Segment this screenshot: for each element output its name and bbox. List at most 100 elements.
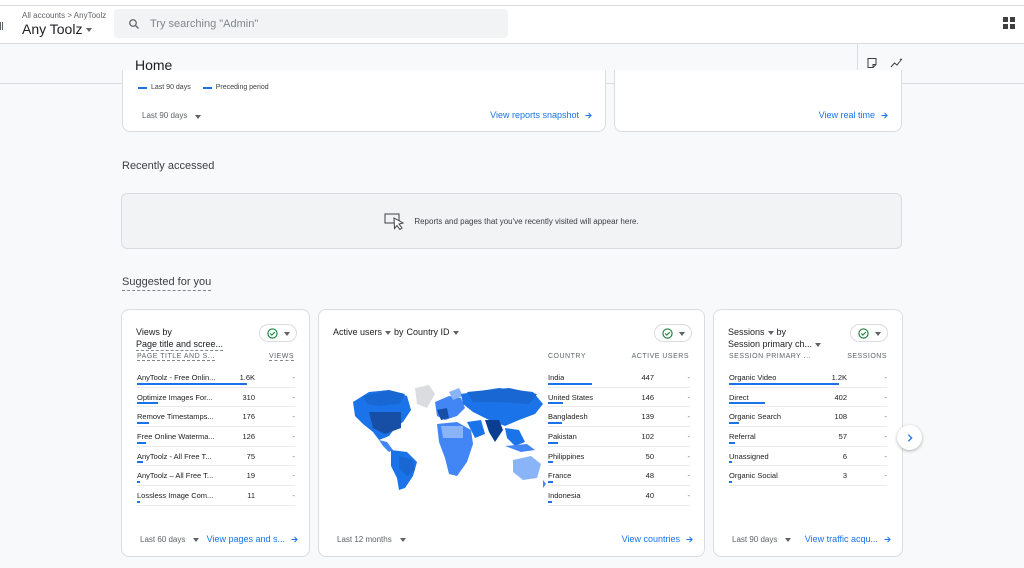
- value-bar: [137, 500, 140, 503]
- view-traffic-acquisition-link[interactable]: View traffic acqu...: [805, 534, 892, 544]
- card-footer: Last 60 days View pages and s...: [140, 534, 299, 544]
- map-region-north-africa[interactable]: [441, 426, 463, 438]
- insight-status-pill[interactable]: [654, 324, 692, 342]
- view-pages-link[interactable]: View pages and s...: [207, 534, 299, 544]
- column-header-dimension[interactable]: SESSION PRIMARY ...: [729, 353, 811, 360]
- row-label: Unassigned: [729, 451, 769, 461]
- map-region-western-europe[interactable]: [437, 408, 449, 420]
- column-header-metric[interactable]: SESSIONS: [847, 353, 887, 360]
- column-header-metric[interactable]: ACTIVE USERS: [631, 353, 689, 360]
- map-region-scandinavia[interactable]: [449, 388, 463, 400]
- column-header-dimension[interactable]: PAGE TITLE AND S...: [137, 353, 216, 361]
- notes-icon[interactable]: [866, 57, 878, 69]
- table-row[interactable]: Unassigned 6 -: [729, 447, 887, 467]
- value-bar: [137, 461, 143, 464]
- map-region-united-states[interactable]: [369, 412, 401, 434]
- row-value: 57: [838, 432, 847, 442]
- column-header-dimension[interactable]: COUNTRY: [548, 353, 586, 360]
- top-bar: All accounts > AnyToolz Any Toolz: [0, 0, 1024, 44]
- map-region-indonesia[interactable]: [505, 444, 535, 452]
- table-row[interactable]: Organic Social 3 -: [729, 466, 887, 487]
- map-region-europe[interactable]: [435, 396, 465, 420]
- map-region-australia[interactable]: [513, 456, 541, 480]
- card-footer: Last 12 months View countries: [337, 534, 694, 544]
- account-picker[interactable]: Any Toolz: [22, 21, 93, 37]
- row-label: India: [548, 373, 565, 382]
- table-row[interactable]: France 48 -: [548, 466, 690, 487]
- recently-accessed-title: Recently accessed: [122, 160, 215, 172]
- table-row[interactable]: Organic Search 108 -: [729, 407, 887, 428]
- view-reports-snapshot-link[interactable]: View reports snapshot: [490, 110, 593, 120]
- table-row[interactable]: Direct 402 -: [729, 388, 887, 408]
- table-row[interactable]: Bangladesh 139 -: [548, 407, 690, 428]
- breadcrumb[interactable]: All accounts > AnyToolz: [22, 11, 107, 20]
- cursor-click-icon: [384, 213, 405, 230]
- table-row[interactable]: Free Online Waterma... 126 -: [137, 427, 295, 447]
- row-value: 1.2K: [831, 373, 847, 382]
- map-region-central-america[interactable]: [379, 440, 393, 452]
- next-cards-button[interactable]: [897, 425, 922, 450]
- check-circle-icon: [857, 327, 869, 339]
- row-label: Referral: [729, 432, 756, 442]
- card-title[interactable]: Views by Page title and scree...: [136, 326, 224, 351]
- comparison-placeholder: -: [687, 451, 691, 461]
- table-row[interactable]: Referral 57 -: [729, 427, 887, 447]
- map-region-brazil[interactable]: [399, 456, 415, 476]
- menu-icon[interactable]: [0, 22, 3, 30]
- insight-status-pill[interactable]: [259, 324, 297, 342]
- map-region-south-asia[interactable]: [485, 420, 503, 442]
- table-row[interactable]: Philippines 50 -: [548, 447, 690, 467]
- table-row[interactable]: Lossless Image Com... 11 -: [137, 486, 295, 506]
- view-real-time-link[interactable]: View real time: [819, 110, 889, 120]
- table-row[interactable]: Pakistan 102 -: [548, 427, 690, 447]
- date-range-label: Last 90 days: [732, 534, 778, 544]
- table-row[interactable]: Indonesia 40 -: [548, 486, 690, 506]
- insights-icon[interactable]: [890, 57, 904, 69]
- value-bar: [137, 402, 158, 405]
- date-range-dropdown[interactable]: Last 12 months: [337, 535, 406, 544]
- row-value: 11: [247, 491, 255, 501]
- row-label: Organic Video: [729, 373, 777, 382]
- world-map[interactable]: [349, 380, 547, 495]
- map-region-greenland[interactable]: [415, 385, 435, 408]
- map-region-canada[interactable]: [363, 390, 405, 406]
- apps-grid-icon[interactable]: [1003, 17, 1015, 29]
- legend-previous: Preceding period: [202, 84, 269, 91]
- view-countries-link[interactable]: View countries: [622, 534, 694, 544]
- table-row[interactable]: Organic Video 1.2K -: [729, 368, 887, 388]
- insight-status-pill[interactable]: [850, 324, 888, 342]
- map-region-southeast-asia[interactable]: [505, 428, 525, 446]
- comparison-placeholder: -: [884, 432, 888, 442]
- table-row[interactable]: Remove Timestamps... 176 -: [137, 407, 295, 428]
- table-row[interactable]: United States 146 -: [548, 388, 690, 408]
- chevron-down-icon: [678, 332, 685, 336]
- search-bar[interactable]: [114, 9, 508, 38]
- date-range-dropdown[interactable]: Last 60 days: [140, 535, 200, 544]
- search-input[interactable]: [150, 17, 480, 30]
- row-value: 6: [842, 451, 847, 461]
- date-range-label: Last 12 months: [337, 534, 392, 544]
- arrow-right-icon: [585, 112, 592, 118]
- top-edge-divider: [0, 5, 1024, 6]
- table-row[interactable]: AnyToolz - Free Onlin... 1.6K -: [137, 368, 295, 388]
- active-users-by-country-card: Active users by Country ID COUNTRY ACTIV…: [318, 309, 705, 557]
- date-range-dropdown[interactable]: Last 90 days: [732, 534, 792, 544]
- table-row[interactable]: AnyToolz – All Free T... 19 -: [137, 466, 295, 487]
- column-header-metric[interactable]: VIEWS: [268, 353, 294, 361]
- value-bar: [137, 422, 150, 425]
- table-row[interactable]: AnyToolz - All Free T... 75 -: [137, 447, 295, 467]
- row-value: 447: [641, 373, 654, 382]
- map-region-russia[interactable]: [467, 388, 537, 404]
- solid-line-swatch: [138, 86, 147, 89]
- map-region-middle-east[interactable]: [467, 420, 485, 438]
- table-row[interactable]: India 447 -: [548, 368, 690, 388]
- table-row[interactable]: Optimize Images For... 310 -: [137, 388, 295, 408]
- date-range-dropdown[interactable]: Last 90 days: [142, 111, 202, 120]
- comparison-placeholder: -: [292, 491, 296, 501]
- account-name: Any Toolz: [22, 21, 83, 37]
- card-title[interactable]: Active users by Country ID: [333, 326, 459, 338]
- card-title[interactable]: Sessions by Session primary ch...: [728, 326, 822, 350]
- map-region-new-zealand[interactable]: [543, 480, 546, 488]
- check-circle-icon: [661, 327, 673, 339]
- value-bar: [548, 402, 563, 405]
